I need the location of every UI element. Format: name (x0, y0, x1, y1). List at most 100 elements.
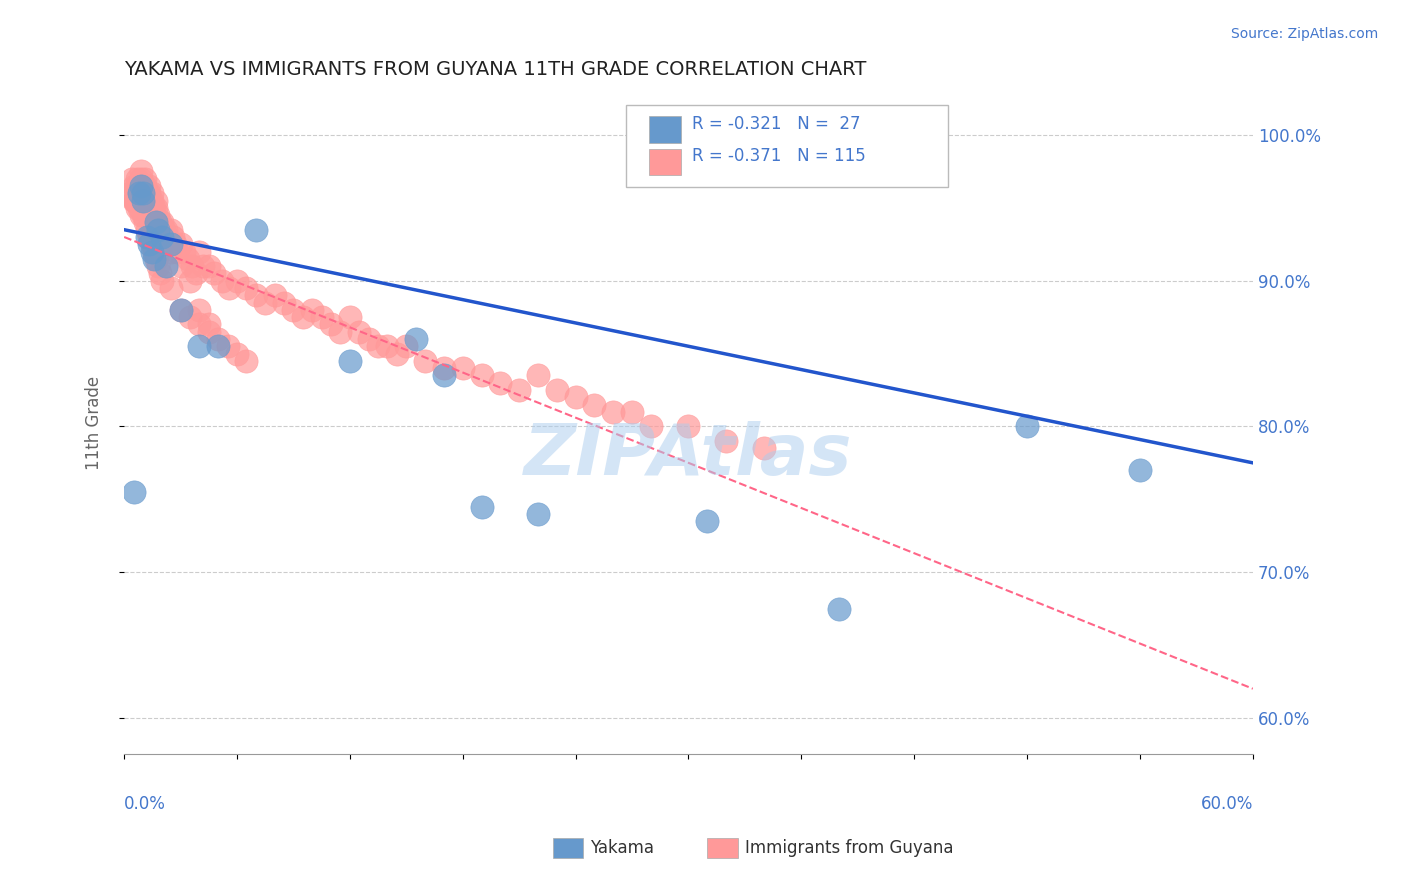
Point (197, 318, 219, 332)
Point (197, 325, 219, 339)
Point (211, 274, 233, 288)
Point (226, 274, 249, 288)
Point (129, 179, 152, 194)
Point (160, 223, 183, 237)
Point (146, 223, 169, 237)
Point (714, 434, 737, 448)
Point (155, 259, 177, 273)
Point (621, 405, 644, 419)
Point (349, 325, 371, 339)
Point (235, 354, 257, 368)
Text: Immigrants from Guyana: Immigrants from Guyana (745, 839, 953, 857)
Point (122, 179, 145, 194)
Point (138, 230, 160, 244)
Point (118, 186, 141, 201)
Point (583, 398, 606, 412)
Point (150, 274, 173, 288)
Point (191, 259, 214, 273)
Point (128, 194, 150, 208)
Point (129, 208, 152, 222)
Bar (707, 838, 738, 858)
Point (413, 354, 436, 368)
Point (134, 215, 156, 229)
Point (128, 186, 150, 201)
Point (145, 201, 167, 215)
Point (141, 244, 163, 259)
Point (139, 201, 162, 215)
Bar (650, 149, 681, 176)
Point (169, 237, 191, 252)
Point (150, 230, 173, 244)
Point (149, 215, 172, 229)
Point (226, 346, 249, 360)
Point (135, 194, 157, 208)
Point (395, 339, 418, 353)
Point (179, 274, 201, 288)
Point (188, 244, 211, 259)
Point (339, 310, 361, 325)
Point (135, 186, 157, 201)
Point (678, 419, 700, 434)
Point (129, 164, 152, 178)
Point (204, 267, 226, 281)
Point (134, 171, 156, 186)
Point (329, 325, 352, 339)
Point (162, 230, 184, 244)
Point (602, 405, 624, 419)
Point (121, 171, 143, 186)
Point (138, 186, 160, 201)
Point (150, 230, 173, 244)
Point (122, 194, 145, 208)
Point (169, 259, 191, 273)
Point (564, 390, 586, 404)
Point (132, 179, 155, 194)
Point (311, 310, 333, 325)
Point (157, 237, 180, 252)
Point (235, 281, 257, 295)
Point (1129, 463, 1152, 477)
Point (145, 215, 167, 229)
Point (173, 244, 195, 259)
Bar (553, 838, 583, 858)
Point (145, 252, 167, 266)
Point (752, 442, 775, 456)
Point (385, 346, 408, 360)
Point (138, 179, 160, 194)
Point (124, 194, 146, 208)
Point (135, 230, 157, 244)
Point (128, 201, 150, 215)
Text: Yakama: Yakama (591, 839, 655, 857)
Y-axis label: 11th Grade: 11th Grade (86, 376, 103, 470)
Point (696, 514, 718, 528)
Point (179, 310, 201, 325)
Point (141, 237, 163, 252)
FancyBboxPatch shape (627, 104, 948, 187)
Point (433, 368, 456, 383)
Point (132, 186, 155, 201)
Point (128, 186, 150, 201)
Point (124, 194, 146, 208)
Point (132, 208, 155, 222)
Point (163, 237, 186, 252)
Text: 0.0%: 0.0% (124, 795, 166, 814)
Point (291, 310, 314, 325)
Point (124, 186, 146, 201)
Point (527, 368, 550, 383)
Point (319, 318, 342, 332)
Text: R = -0.371   N = 115: R = -0.371 N = 115 (692, 147, 866, 165)
Point (141, 186, 163, 201)
Point (129, 171, 152, 186)
Point (527, 507, 550, 521)
Point (138, 237, 160, 252)
Point (166, 244, 188, 259)
Point (263, 288, 285, 302)
Point (283, 302, 305, 317)
Point (367, 339, 389, 353)
Point (339, 354, 361, 368)
Point (188, 302, 211, 317)
Point (143, 208, 166, 222)
Point (489, 376, 512, 390)
Point (546, 383, 568, 397)
Point (1017, 419, 1039, 434)
Point (149, 267, 172, 281)
